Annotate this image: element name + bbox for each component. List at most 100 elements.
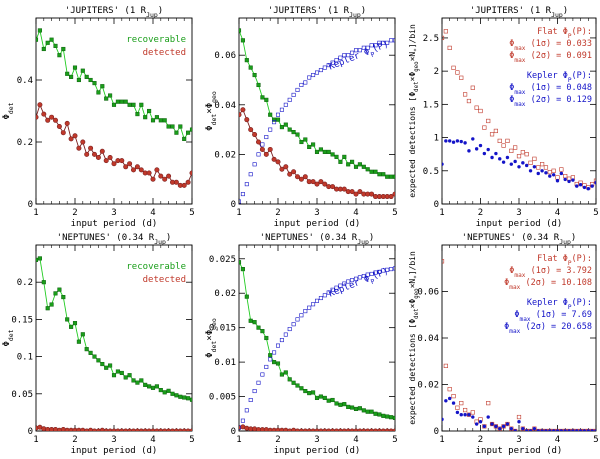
data-point xyxy=(275,343,280,348)
data-point xyxy=(555,428,560,431)
data-point xyxy=(381,172,386,177)
data-point xyxy=(330,60,335,65)
x-tick-label: 3 xyxy=(111,435,116,445)
data-layer xyxy=(36,256,192,431)
data-point xyxy=(287,377,292,382)
data-point xyxy=(559,167,564,172)
data-point xyxy=(135,380,140,385)
x-tick-label: 2 xyxy=(275,435,280,445)
data-point xyxy=(139,378,144,383)
data-point xyxy=(322,395,327,400)
data-point xyxy=(392,428,395,431)
y-tick-label: 0.01 xyxy=(214,358,236,368)
data-point xyxy=(186,396,191,401)
data-point xyxy=(264,364,269,369)
data-point xyxy=(448,139,452,143)
y-tick-label: 1 xyxy=(434,134,439,144)
data-point xyxy=(239,112,242,118)
data-point xyxy=(494,424,498,429)
data-point xyxy=(252,72,257,78)
data-point xyxy=(466,98,472,104)
data-point xyxy=(493,128,499,134)
data-point xyxy=(272,120,277,125)
data-point xyxy=(330,184,336,190)
y-axis-label: Φdet×Φgeo xyxy=(205,318,218,358)
data-point xyxy=(84,74,89,79)
data-point xyxy=(150,176,156,182)
data-point xyxy=(463,413,467,417)
data-point xyxy=(521,426,525,431)
data-point xyxy=(275,361,281,366)
data-point xyxy=(311,390,316,395)
series-detected xyxy=(239,424,395,431)
data-point xyxy=(311,302,316,307)
data-point xyxy=(489,421,495,427)
x-tick-label: 3 xyxy=(314,435,319,445)
data-point xyxy=(478,108,483,114)
y-tick-label: 0 xyxy=(231,427,236,437)
data-point xyxy=(53,291,58,296)
data-point xyxy=(338,402,343,407)
data-point xyxy=(283,332,288,337)
data-point xyxy=(471,137,475,141)
data-point xyxy=(240,192,245,197)
legend-text-line: Φmax (1σ) = 0.048 xyxy=(509,83,592,96)
data-point xyxy=(342,402,347,407)
data-point xyxy=(92,151,98,157)
data-point xyxy=(178,124,183,129)
data-point xyxy=(310,179,316,185)
data-point xyxy=(264,135,269,140)
data-point xyxy=(482,125,487,130)
data-point xyxy=(131,167,137,173)
data-point xyxy=(103,158,109,164)
data-point xyxy=(532,156,537,161)
data-point xyxy=(548,174,552,178)
data-point xyxy=(555,429,560,431)
y-tick-label: 0.06 xyxy=(417,288,439,298)
data-point xyxy=(442,35,445,41)
data-point xyxy=(582,185,587,190)
data-point xyxy=(389,38,394,43)
data-point xyxy=(334,58,339,63)
data-point xyxy=(69,324,74,329)
data-point xyxy=(252,320,257,325)
data-point xyxy=(279,166,285,172)
data-point xyxy=(486,415,490,419)
data-point xyxy=(478,420,483,424)
x-tick-label: 3 xyxy=(516,208,521,218)
data-point xyxy=(490,155,494,160)
data-point xyxy=(260,372,265,377)
data-point xyxy=(84,347,89,352)
data-point xyxy=(353,191,359,197)
legend-text-line: Flat ΦP(P): xyxy=(537,254,592,267)
chart-title: 'JUPITERS' (1 RJup) xyxy=(268,6,366,19)
data-point xyxy=(361,408,366,413)
data-point xyxy=(244,117,250,123)
data-point xyxy=(369,169,374,174)
y-tick-label: 0.04 xyxy=(214,101,236,111)
data-point xyxy=(307,144,312,150)
data-point xyxy=(486,400,491,406)
data-point xyxy=(342,154,347,159)
data-point xyxy=(547,428,552,431)
data-point xyxy=(551,173,556,177)
data-point xyxy=(244,294,249,299)
data-point xyxy=(68,136,74,142)
data-layer xyxy=(36,28,192,188)
data-point xyxy=(389,174,394,179)
data-point xyxy=(104,96,109,101)
data-point xyxy=(559,428,564,431)
y-tick-label: 0.025 xyxy=(209,255,236,265)
data-point xyxy=(341,186,347,192)
data-point xyxy=(80,139,86,145)
data-point xyxy=(239,28,242,33)
data-point xyxy=(505,421,510,427)
x-tick-label: 3 xyxy=(111,208,116,218)
data-point xyxy=(311,73,316,78)
data-point xyxy=(471,415,475,419)
data-point xyxy=(443,363,448,369)
data-point xyxy=(385,414,390,419)
x-tick-label: 4 xyxy=(150,435,155,445)
data-point xyxy=(252,132,258,138)
data-point xyxy=(146,170,152,176)
